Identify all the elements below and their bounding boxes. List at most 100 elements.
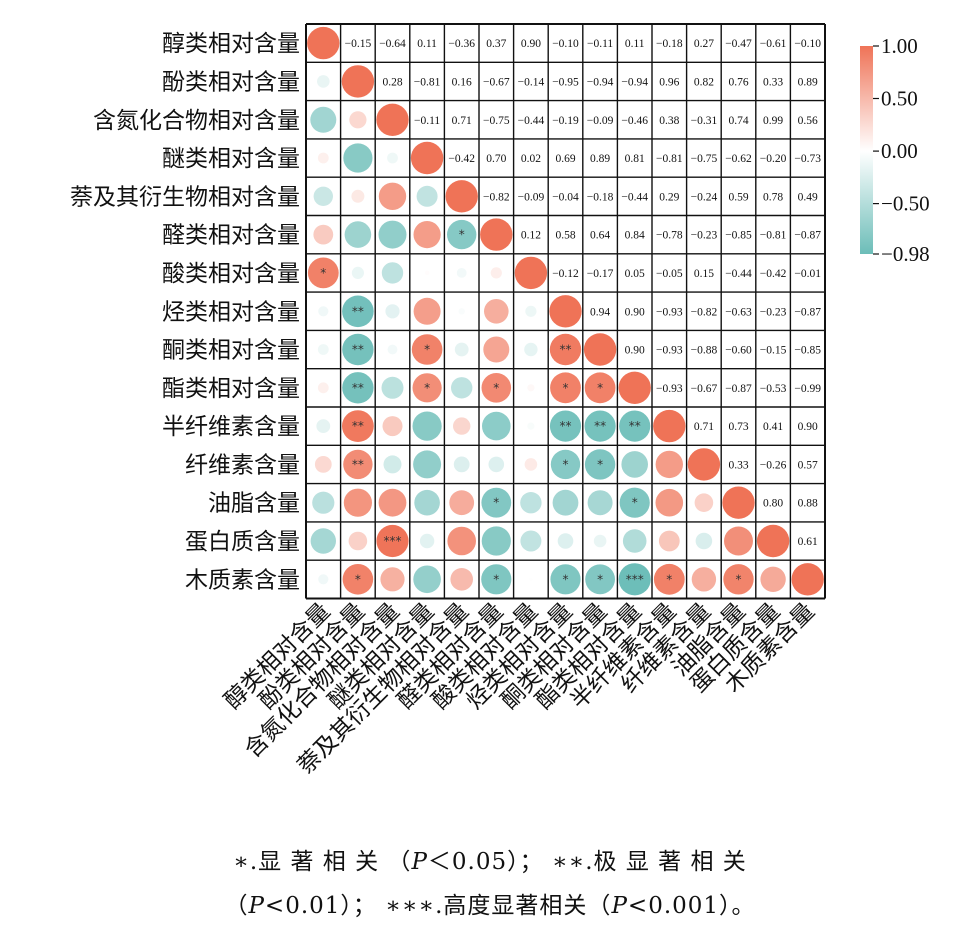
corr-circle-12-3 <box>414 489 440 516</box>
corr-circle-8-5 <box>483 336 510 363</box>
corr-value-0-7: −0.10 <box>552 38 579 50</box>
corr-circle-8-0 <box>317 344 329 355</box>
corr-value-4-14: 0.49 <box>798 191 818 203</box>
corr-circle-11-1 <box>343 449 373 480</box>
significance-mark: * <box>563 572 569 586</box>
row-label: 油脂含量 <box>208 491 300 517</box>
corr-circle-11-4 <box>453 456 470 473</box>
corr-value-8-11: −0.88 <box>691 345 718 357</box>
row-label: 烃类相对含量 <box>162 299 300 325</box>
corr-value-3-5: 0.70 <box>486 153 506 165</box>
corr-value-3-9: 0.81 <box>625 153 645 165</box>
corr-value-8-10: −0.93 <box>656 345 683 357</box>
corr-circle-14-8 <box>585 564 615 595</box>
corr-value-2-3: −0.11 <box>414 115 440 127</box>
legend-tick-label: 0.00 <box>881 139 918 163</box>
significance-mark: * <box>493 381 499 395</box>
corr-circle-10-7 <box>549 410 582 442</box>
corr-value-1-4: 0.16 <box>452 76 472 88</box>
corr-value-0-9: 0.11 <box>625 38 645 50</box>
corr-value-12-13: 0.80 <box>763 498 783 510</box>
corr-value-5-6: 0.12 <box>521 230 541 242</box>
significance-mark: ** <box>352 304 364 318</box>
corr-value-2-14: 0.56 <box>798 115 818 127</box>
corr-circle-13-1 <box>348 531 368 551</box>
row-label: 酸类相对含量 <box>162 261 300 287</box>
significance-mark: ** <box>594 419 606 433</box>
corr-value-3-10: −0.81 <box>656 153 683 165</box>
corr-circle-10-4 <box>453 417 471 435</box>
corr-circle-7-5 <box>484 299 509 324</box>
significance-mark: * <box>493 496 499 510</box>
row-label: 醚类相对含量 <box>162 146 300 172</box>
significance-mark: ** <box>560 419 572 433</box>
corr-circle-7-4 <box>458 308 465 315</box>
corr-value-4-10: 0.29 <box>659 191 679 203</box>
corr-circle-14-12 <box>723 564 754 595</box>
row-label: 木质素含量 <box>185 567 300 593</box>
corr-value-4-7: −0.04 <box>552 191 579 203</box>
corr-circle-11-0 <box>314 456 332 473</box>
corr-circle-8-3 <box>411 334 443 365</box>
corr-circle-4-3 <box>416 185 438 207</box>
corr-circle-8-4 <box>454 342 469 357</box>
corr-circle-14-13 <box>760 566 786 592</box>
corr-circle-12-12 <box>722 486 755 519</box>
corr-value-6-12: −0.44 <box>725 268 752 280</box>
corr-value-1-5: −0.67 <box>483 76 510 88</box>
significance-mark: ** <box>629 419 641 433</box>
significance-mark: * <box>736 572 742 586</box>
corr-value-0-8: −0.11 <box>587 38 613 50</box>
corr-circle-13-5 <box>481 526 511 556</box>
significance-mark: ** <box>352 381 364 395</box>
corr-value-6-11: 0.15 <box>694 268 714 280</box>
corr-circle-6-3 <box>424 270 430 276</box>
column-labels: 醇类相对含量酚类相对含量含氮化合物相对含量醚类相对含量萘及其衍生物相对含量醛类相… <box>220 598 820 779</box>
legend-tick-label: 0.50 <box>881 87 918 111</box>
corr-value-13-14: 0.61 <box>798 536 818 548</box>
corr-value-0-3: 0.11 <box>417 38 437 50</box>
corr-value-3-7: 0.69 <box>555 153 575 165</box>
corr-value-3-12: −0.62 <box>725 153 752 165</box>
corr-value-0-4: −0.36 <box>448 38 475 50</box>
corr-value-4-12: 0.59 <box>728 191 748 203</box>
corr-circle-3-1 <box>343 143 373 173</box>
corr-value-9-12: −0.87 <box>725 383 752 395</box>
significance-mark: * <box>563 457 569 471</box>
corr-value-0-12: −0.47 <box>725 38 752 50</box>
corr-circle-13-11 <box>695 532 713 550</box>
corr-value-1-14: 0.89 <box>798 76 818 88</box>
corr-circle-4-2 <box>378 182 407 210</box>
corr-circle-10-10 <box>653 409 686 443</box>
corr-circle-13-0 <box>310 528 336 554</box>
significance-mark: * <box>424 343 430 357</box>
significance-mark: ** <box>352 419 364 433</box>
corr-circle-6-4 <box>456 268 467 278</box>
significance-mark: ** <box>352 457 364 471</box>
corr-circle-14-3 <box>413 565 441 594</box>
row-label: 半纤维素含量 <box>162 414 300 440</box>
corr-circle-14-11 <box>691 567 717 592</box>
significance-note-line1: ∗.显 著 相 关 （P＜0.05）； ∗∗.极 显 著 相 关 <box>233 849 747 875</box>
corr-circle-14-5 <box>481 564 512 595</box>
significance-mark: * <box>320 266 326 280</box>
corr-circle-0-0 <box>307 26 340 60</box>
corr-circle-9-0 <box>317 382 329 394</box>
legend-tick-label: −0.98 <box>881 242 930 266</box>
corr-value-8-13: −0.15 <box>760 345 787 357</box>
significance-mark: * <box>666 572 672 586</box>
corr-value-9-10: −0.93 <box>656 383 683 395</box>
corr-circle-10-2 <box>382 416 403 437</box>
corr-circle-10-5 <box>482 411 511 441</box>
corr-circle-13-13 <box>756 524 790 558</box>
corr-value-2-8: −0.09 <box>587 115 614 127</box>
corr-circle-6-6 <box>514 256 548 290</box>
row-label: 含氮化合物相对含量 <box>93 108 300 134</box>
significance-mark: * <box>597 572 603 586</box>
corr-value-2-13: 0.99 <box>763 115 783 127</box>
corr-circle-6-1 <box>351 266 364 279</box>
significance-mark: * <box>493 572 499 586</box>
row-label: 酚类相对含量 <box>162 69 300 95</box>
corr-circle-10-3 <box>412 411 442 441</box>
corr-value-10-14: 0.90 <box>798 421 818 433</box>
